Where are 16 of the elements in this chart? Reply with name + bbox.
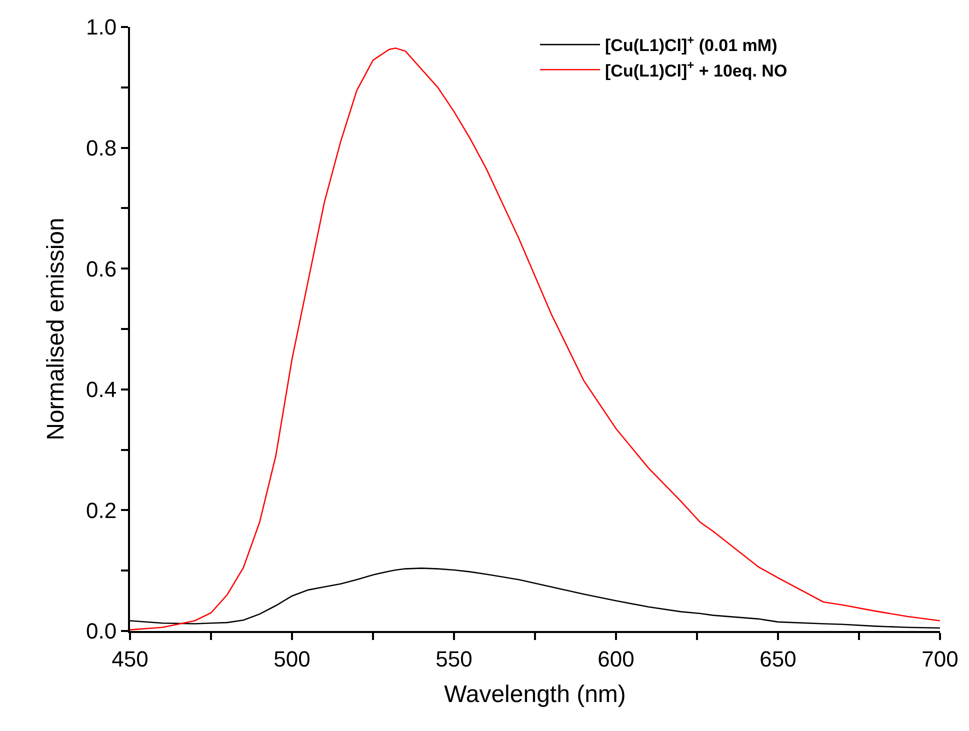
y-axis-title: Normalised emission [42,218,70,440]
y-tick-label: 0.8 [86,136,117,160]
y-tick-label: 0.4 [86,377,117,402]
x-tick-label: 550 [436,646,472,672]
x-tick-label: 700 [922,646,958,672]
x-tick-label: 500 [274,646,310,672]
legend-label: [Cu(L1)Cl]$^{+}$ (0.01 mM) [605,33,778,56]
x-tick-label: 650 [760,646,796,672]
y-tick-label: 0.0 [86,618,117,644]
legend-label: [Cu(L1)Cl]$^{+}$ + 10eq. NO [605,58,788,80]
y-tick-label: 0.6 [86,256,117,282]
y-tick-label: 1.0 [86,14,117,40]
x-tick-label: 600 [598,646,634,672]
y-tick-label: 0.2 [86,498,117,523]
x-axis-title: Wavelength (nm) [444,681,626,708]
x-tick-label: 450 [112,646,148,672]
